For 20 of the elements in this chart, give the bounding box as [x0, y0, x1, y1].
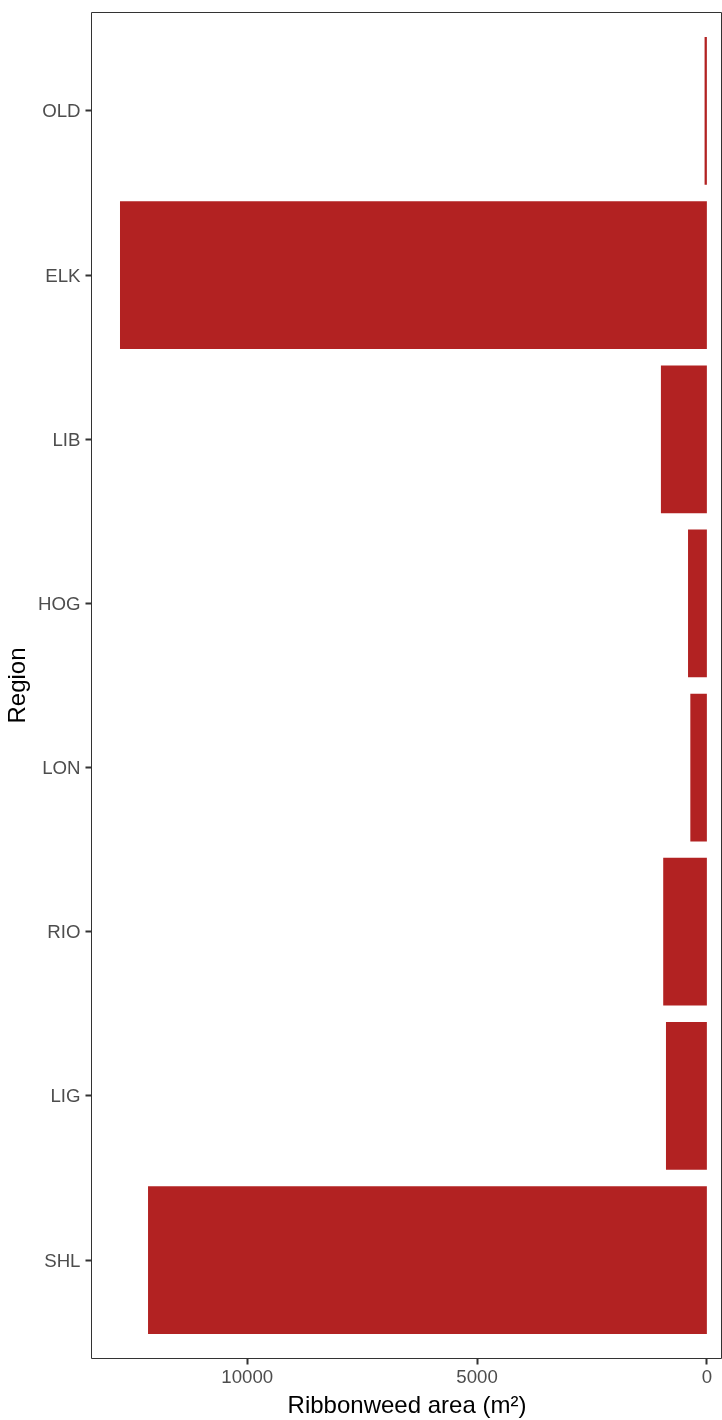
y-tick-label: HOG — [38, 592, 81, 614]
y-tick-label: LIG — [50, 1085, 81, 1107]
x-axis-title: Ribbonweed area (m²) — [287, 1390, 527, 1418]
x-tick-label: 0 — [701, 1365, 713, 1387]
y-tick-label: ELK — [45, 264, 82, 286]
y-tick-label: OLD — [42, 100, 81, 122]
y-tick-label: RIO — [47, 921, 81, 943]
x-tick-label: 10000 — [221, 1365, 274, 1387]
y-tick-label: SHL — [44, 1249, 81, 1271]
bar — [688, 529, 707, 678]
bar — [148, 1186, 707, 1334]
bar — [119, 201, 707, 349]
bar — [665, 1022, 707, 1170]
bar — [690, 693, 707, 842]
bar — [660, 365, 707, 514]
y-tick-label: LON — [42, 757, 81, 779]
x-tick-label: 5000 — [456, 1365, 498, 1387]
bar — [663, 857, 707, 1006]
y-tick-label: LIB — [52, 428, 81, 450]
y-axis-title: Region — [3, 647, 30, 724]
